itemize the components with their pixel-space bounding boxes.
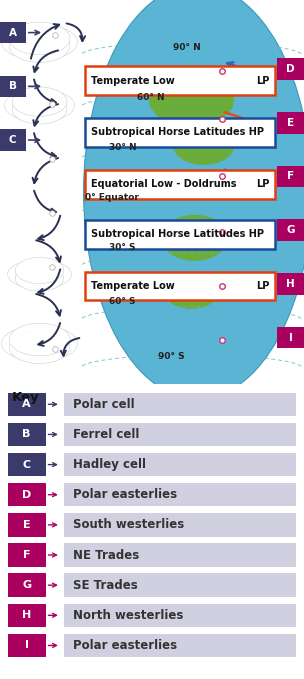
Text: G: G	[22, 580, 31, 590]
FancyBboxPatch shape	[64, 513, 296, 536]
Ellipse shape	[8, 261, 56, 287]
Text: I: I	[289, 333, 292, 343]
FancyBboxPatch shape	[64, 573, 296, 597]
Ellipse shape	[9, 22, 70, 55]
FancyBboxPatch shape	[8, 604, 46, 627]
Text: D: D	[22, 490, 31, 500]
Text: E: E	[23, 520, 30, 530]
Text: 30° N: 30° N	[109, 143, 137, 152]
Text: Temperate Low: Temperate Low	[91, 281, 174, 291]
Ellipse shape	[161, 215, 228, 261]
FancyBboxPatch shape	[64, 392, 296, 416]
FancyBboxPatch shape	[85, 220, 275, 249]
Text: G: G	[286, 225, 295, 235]
Text: 60° N: 60° N	[137, 93, 164, 103]
Ellipse shape	[17, 327, 78, 360]
FancyBboxPatch shape	[277, 273, 304, 295]
FancyBboxPatch shape	[64, 453, 296, 477]
FancyBboxPatch shape	[8, 453, 46, 477]
Text: Temperate Low: Temperate Low	[91, 75, 174, 86]
Ellipse shape	[84, 0, 304, 399]
FancyBboxPatch shape	[277, 327, 304, 348]
FancyBboxPatch shape	[0, 75, 26, 97]
Text: C: C	[22, 460, 31, 470]
FancyBboxPatch shape	[64, 634, 296, 657]
Text: H: H	[286, 279, 295, 289]
FancyBboxPatch shape	[8, 543, 46, 567]
Ellipse shape	[2, 327, 62, 360]
Ellipse shape	[12, 94, 67, 124]
Ellipse shape	[2, 26, 62, 58]
Ellipse shape	[9, 30, 70, 62]
FancyBboxPatch shape	[64, 604, 296, 627]
Text: D: D	[286, 64, 295, 74]
Text: A: A	[22, 399, 31, 409]
Text: Key: Key	[12, 391, 40, 404]
Text: 30° S: 30° S	[109, 243, 136, 252]
FancyBboxPatch shape	[8, 573, 46, 597]
Text: SE Trades: SE Trades	[73, 579, 138, 591]
Text: Polar cell: Polar cell	[73, 398, 135, 411]
Text: F: F	[23, 550, 30, 560]
Ellipse shape	[149, 73, 234, 126]
Text: A: A	[9, 28, 17, 37]
FancyBboxPatch shape	[64, 543, 296, 567]
FancyBboxPatch shape	[64, 423, 296, 446]
Ellipse shape	[15, 257, 64, 284]
Text: 90° N: 90° N	[173, 43, 201, 52]
FancyBboxPatch shape	[277, 112, 304, 134]
Text: B: B	[22, 429, 31, 439]
FancyBboxPatch shape	[277, 58, 304, 80]
FancyBboxPatch shape	[64, 483, 296, 507]
Text: 90° S: 90° S	[158, 352, 185, 361]
Text: South westerlies: South westerlies	[73, 518, 184, 532]
FancyBboxPatch shape	[277, 166, 304, 187]
Text: NE Trades: NE Trades	[73, 549, 139, 562]
Ellipse shape	[17, 26, 78, 58]
Text: 60° S: 60° S	[109, 297, 136, 306]
Ellipse shape	[20, 91, 74, 120]
Ellipse shape	[9, 331, 70, 363]
FancyBboxPatch shape	[8, 513, 46, 536]
Ellipse shape	[164, 274, 219, 309]
Ellipse shape	[173, 126, 234, 165]
Text: Subtropical Horse Latitudes HP: Subtropical Horse Latitudes HP	[91, 128, 264, 137]
FancyBboxPatch shape	[0, 22, 26, 43]
Text: Polar easterlies: Polar easterlies	[73, 639, 177, 652]
Text: 0° Equator: 0° Equator	[85, 193, 139, 202]
Text: North westerlies: North westerlies	[73, 609, 183, 622]
FancyBboxPatch shape	[8, 392, 46, 416]
FancyBboxPatch shape	[85, 67, 275, 95]
FancyBboxPatch shape	[85, 170, 275, 199]
Text: I: I	[25, 640, 29, 650]
Ellipse shape	[9, 323, 70, 356]
FancyBboxPatch shape	[85, 118, 275, 147]
Ellipse shape	[15, 265, 64, 291]
FancyBboxPatch shape	[85, 272, 275, 300]
FancyBboxPatch shape	[0, 129, 26, 151]
Text: Subtropical Horse Latitudes HP: Subtropical Horse Latitudes HP	[91, 229, 264, 239]
FancyBboxPatch shape	[8, 483, 46, 507]
Text: E: E	[287, 117, 294, 128]
Ellipse shape	[23, 261, 71, 287]
Text: LP: LP	[256, 75, 270, 86]
Text: Hadley cell: Hadley cell	[73, 458, 146, 471]
Text: Equatorial Low - Doldrums: Equatorial Low - Doldrums	[91, 179, 236, 189]
Ellipse shape	[12, 87, 67, 116]
Text: Polar easterlies: Polar easterlies	[73, 488, 177, 501]
FancyBboxPatch shape	[8, 634, 46, 657]
Text: C: C	[9, 135, 17, 145]
Text: Ferrel cell: Ferrel cell	[73, 428, 139, 441]
Text: H: H	[22, 610, 31, 621]
Ellipse shape	[5, 91, 59, 120]
Text: LP: LP	[256, 179, 270, 189]
FancyBboxPatch shape	[277, 219, 304, 241]
Text: B: B	[9, 81, 17, 91]
Text: LP: LP	[256, 281, 270, 291]
Text: F: F	[287, 172, 294, 181]
FancyBboxPatch shape	[8, 423, 46, 446]
